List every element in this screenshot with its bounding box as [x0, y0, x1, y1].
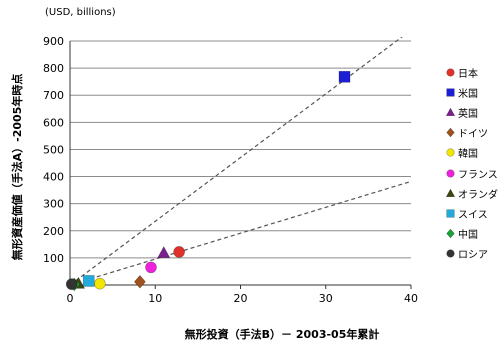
y-tick-label: 400	[43, 171, 64, 184]
legend-marker	[446, 128, 455, 138]
legend-swatch	[446, 188, 455, 198]
data-point-韓国	[94, 277, 106, 290]
legend-swatch	[446, 249, 455, 258]
x-tick-label: 30	[319, 292, 333, 305]
legend-label: スイス	[458, 209, 488, 221]
legend-marker	[446, 107, 455, 116]
x-tick-label: 40	[404, 292, 418, 305]
legend-swatch-svg	[446, 229, 455, 239]
legend-swatch-svg	[446, 188, 455, 197]
legend-item: 韓国	[446, 143, 498, 163]
legend-swatch-svg	[446, 168, 455, 178]
legend-marker	[446, 209, 455, 218]
legend-label: 中国	[458, 230, 478, 242]
y-tick-label: 200	[43, 225, 64, 238]
legend-swatch-svg	[446, 128, 455, 138]
legend-label: 日本	[458, 68, 478, 80]
legend-marker	[446, 88, 455, 97]
legend-swatch-svg	[446, 148, 455, 157]
legend-swatch	[446, 67, 455, 77]
legend-label: オランダ	[458, 189, 498, 201]
unit-label: (USD, billions)	[45, 7, 116, 18]
legend-item: ロシア	[446, 244, 498, 264]
data-point-ロシア	[65, 278, 78, 290]
data-point-米国	[338, 70, 351, 83]
legend-marker	[446, 229, 455, 239]
y-tick-label: 800	[43, 62, 64, 75]
legend-swatch	[446, 107, 455, 117]
legend-swatch-svg	[446, 67, 455, 77]
legend-label: フランス	[458, 169, 498, 181]
legend-swatch-svg	[446, 209, 455, 218]
legend-swatch	[446, 229, 455, 239]
data-point-日本	[173, 246, 185, 258]
data-point-英国	[157, 246, 171, 258]
legend-swatch-svg	[446, 107, 455, 116]
y-tick-label: 100	[43, 252, 64, 265]
legend-label: 米国	[458, 88, 478, 100]
x-tick-label: 20	[234, 292, 248, 305]
x-axis-title: 無形投資（手法B）－ 2003-05年累計	[184, 328, 380, 341]
y-tick-label: 900	[43, 35, 64, 48]
trendline	[70, 37, 403, 285]
y-tick-label: 500	[43, 143, 64, 156]
legend-item: ドイツ	[446, 123, 498, 143]
legend-label: 韓国	[458, 149, 478, 161]
legend-item: フランス	[446, 163, 498, 183]
legend: 日本米国英国ドイツ韓国フランスオランダスイス中国ロシア	[446, 62, 498, 264]
legend-swatch	[446, 88, 455, 97]
data-point-ドイツ	[134, 274, 146, 289]
legend-item: スイス	[446, 203, 498, 223]
legend-label: 英国	[458, 108, 478, 120]
legend-marker	[446, 188, 455, 197]
legend-swatch	[446, 148, 455, 157]
legend-swatch	[446, 209, 455, 218]
x-tick-label: 10	[148, 292, 162, 305]
legend-item: 英国	[446, 102, 498, 122]
legend-item: 米国	[446, 82, 498, 102]
legend-item: 中国	[446, 224, 498, 244]
legend-marker	[446, 148, 455, 157]
data-point-フランス	[145, 261, 157, 274]
trendline	[70, 180, 411, 285]
y-tick-label: 600	[43, 116, 64, 129]
legend-swatch	[446, 168, 455, 178]
y-tick-label: 700	[43, 89, 64, 102]
legend-swatch-svg	[446, 88, 455, 97]
legend-marker	[446, 249, 455, 258]
data-point-スイス	[82, 275, 95, 287]
legend-item: 日本	[446, 62, 498, 82]
x-tick-label: 0	[67, 292, 74, 305]
legend-marker	[446, 168, 455, 178]
legend-marker	[446, 67, 455, 77]
legend-swatch-svg	[446, 249, 455, 258]
legend-label: ドイツ	[458, 129, 488, 141]
legend-label: ロシア	[458, 250, 488, 262]
y-tick-label: 300	[43, 198, 64, 211]
legend-item: オランダ	[446, 183, 498, 203]
legend-swatch	[446, 128, 455, 138]
